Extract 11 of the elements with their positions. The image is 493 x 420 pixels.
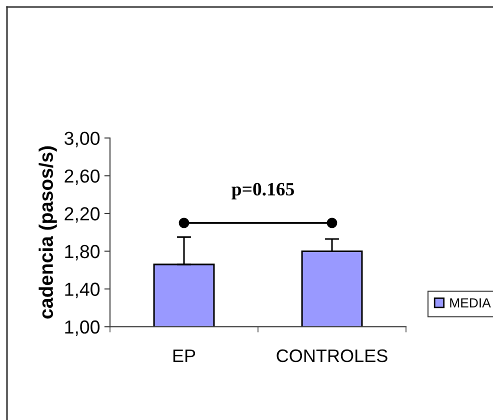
x-tick-label: CONTROLES (276, 349, 388, 362)
y-axis-title: cadencia (pasos/s) (38, 146, 57, 319)
y-tick-label: 1,40 (65, 282, 100, 298)
y-tick-label: 1,80 (65, 244, 100, 260)
y-tick-label: 2,20 (64, 207, 100, 223)
annotation: p=0.165 (232, 182, 294, 200)
legend-label: MEDIA (450, 298, 491, 308)
y-tick-label: 2,60 (64, 169, 100, 185)
y-tick-label: 1,00 (65, 320, 100, 336)
y-tick-label: 3,00 (64, 132, 100, 148)
x-tick-label: EP (173, 350, 196, 362)
